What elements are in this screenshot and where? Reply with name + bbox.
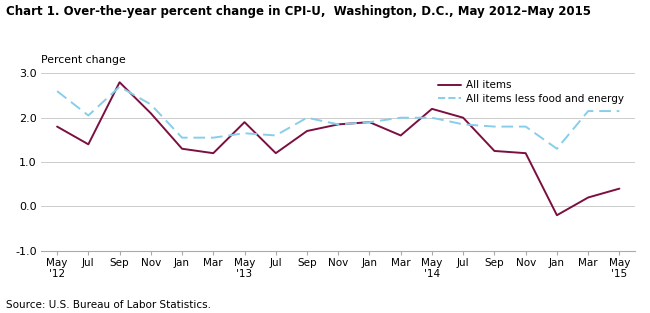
All items less food and energy	[553, 147, 561, 151]
All items less food and energy	[522, 125, 530, 128]
All items	[553, 213, 561, 217]
All items less food and energy	[616, 109, 623, 113]
All items	[616, 187, 623, 191]
All items	[460, 116, 467, 120]
All items less food and energy	[240, 131, 248, 135]
All items less food and energy	[491, 125, 499, 128]
All items less food and energy	[209, 136, 217, 140]
All items less food and energy	[147, 103, 155, 106]
All items	[84, 142, 92, 146]
All items less food and energy	[365, 120, 373, 124]
All items	[396, 134, 404, 137]
All items less food and energy	[116, 85, 124, 89]
All items less food and energy	[178, 136, 186, 140]
All items less food and energy	[428, 116, 436, 120]
Text: Source: U.S. Bureau of Labor Statistics.: Source: U.S. Bureau of Labor Statistics.	[6, 300, 211, 310]
Legend: All items, All items less food and energy: All items, All items less food and energ…	[437, 80, 624, 104]
All items	[491, 149, 499, 153]
All items	[209, 151, 217, 155]
All items	[272, 151, 280, 155]
Text: Percent change: Percent change	[42, 55, 126, 65]
All items	[53, 125, 61, 128]
All items	[147, 111, 155, 115]
All items less food and energy	[334, 122, 342, 126]
All items	[178, 147, 186, 151]
All items less food and energy	[460, 122, 467, 126]
All items	[522, 151, 530, 155]
All items	[428, 107, 436, 111]
All items less food and energy	[53, 89, 61, 93]
All items	[240, 120, 248, 124]
All items less food and energy	[303, 116, 311, 120]
Line: All items less food and energy: All items less food and energy	[57, 87, 619, 149]
All items	[303, 129, 311, 133]
All items	[116, 80, 124, 84]
All items	[584, 196, 592, 199]
All items less food and energy	[272, 134, 280, 137]
Text: Chart 1. Over-the-year percent change in CPI-U,  Washington, D.C., May 2012–May : Chart 1. Over-the-year percent change in…	[6, 5, 592, 18]
Line: All items: All items	[57, 82, 619, 215]
All items	[334, 122, 342, 126]
All items	[365, 120, 373, 124]
All items less food and energy	[584, 109, 592, 113]
All items less food and energy	[84, 114, 92, 117]
All items less food and energy	[396, 116, 404, 120]
